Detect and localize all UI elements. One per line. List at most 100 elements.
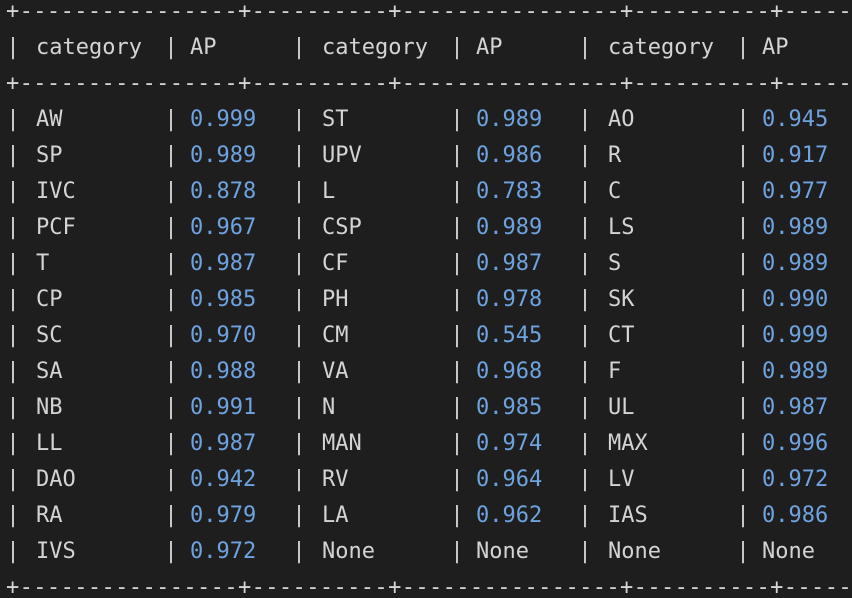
column-separator: |: [292, 251, 306, 276]
category-cell: AO: [608, 107, 635, 132]
column-separator: |: [450, 503, 464, 528]
column-separator: |: [292, 215, 306, 240]
table-border-top: +----------------+----------+-----------…: [6, 0, 852, 24]
table-header-row: | category | AP | category | AP | catego…: [6, 30, 852, 66]
column-separator: |: [578, 395, 592, 420]
ap-cell: 0.978: [476, 287, 543, 312]
ap-cell: 0.917: [762, 143, 829, 168]
ap-cell: 0.974: [476, 431, 543, 456]
ap-cell: 0.987: [190, 251, 257, 276]
column-separator: |: [164, 251, 178, 276]
column-separator: |: [292, 467, 306, 492]
ap-cell: 0.979: [190, 503, 257, 528]
column-separator: |: [6, 35, 20, 60]
category-cell: VA: [322, 359, 349, 384]
column-separator: |: [736, 107, 750, 132]
ap-cell: 0.986: [476, 143, 543, 168]
category-cell: F: [608, 359, 622, 384]
column-separator: |: [578, 359, 592, 384]
category-cell: CT: [608, 323, 635, 348]
table-row: |CP|0.985|PH|0.978|SK|0.990|: [6, 282, 852, 318]
column-separator: |: [164, 539, 178, 564]
column-separator: |: [736, 215, 750, 240]
column-separator: |: [164, 215, 178, 240]
category-cell: RA: [36, 503, 63, 528]
column-separator: |: [6, 323, 20, 348]
column-separator: |: [578, 431, 592, 456]
table-row: |DAO|0.942|RV|0.964|LV|0.972|: [6, 462, 852, 498]
column-separator: |: [736, 539, 750, 564]
table-row: |IVS|0.972|None|None|None|None|: [6, 534, 852, 570]
header-category-2: category: [322, 35, 428, 60]
table-row: |SC|0.970|CM|0.545|CT|0.999|: [6, 318, 852, 354]
category-cell: MAN: [322, 431, 362, 456]
column-separator: |: [450, 179, 464, 204]
ap-cell: 0.968: [476, 359, 543, 384]
table-row: |SA|0.988|VA|0.968|F|0.989|: [6, 354, 852, 390]
ap-cell: 0.972: [762, 467, 829, 492]
column-separator: |: [578, 503, 592, 528]
column-separator: |: [578, 251, 592, 276]
column-separator: |: [6, 395, 20, 420]
ap-cell: 0.987: [762, 395, 829, 420]
ap-cell: 0.967: [190, 215, 257, 240]
table-row: |RA|0.979|LA|0.962|IAS|0.986|: [6, 498, 852, 534]
ap-cell: 0.783: [476, 179, 543, 204]
category-cell: SP: [36, 143, 63, 168]
category-cell: CP: [36, 287, 63, 312]
column-separator: |: [578, 35, 592, 60]
column-separator: |: [450, 431, 464, 456]
column-separator: |: [6, 287, 20, 312]
category-cell: MAX: [608, 431, 648, 456]
ap-cell: 0.545: [476, 323, 543, 348]
column-separator: |: [736, 323, 750, 348]
ap-cell: 0.996: [762, 431, 829, 456]
column-separator: |: [6, 503, 20, 528]
column-separator: |: [578, 179, 592, 204]
column-separator: |: [578, 215, 592, 240]
category-cell: None: [322, 539, 375, 564]
category-cell: LV: [608, 467, 635, 492]
category-cell: L: [322, 179, 336, 204]
column-separator: |: [164, 179, 178, 204]
column-separator: |: [736, 395, 750, 420]
header-ap-2: AP: [476, 35, 503, 60]
column-separator: |: [736, 431, 750, 456]
ap-cell: 0.989: [762, 215, 829, 240]
column-separator: |: [292, 35, 306, 60]
column-separator: |: [164, 431, 178, 456]
column-separator: |: [736, 251, 750, 276]
column-separator: |: [450, 467, 464, 492]
header-ap-1: AP: [190, 35, 217, 60]
column-separator: |: [6, 431, 20, 456]
ap-cell: 0.878: [190, 179, 257, 204]
column-separator: |: [578, 287, 592, 312]
ap-cell: 0.985: [476, 395, 543, 420]
column-separator: |: [450, 215, 464, 240]
category-cell: LS: [608, 215, 635, 240]
column-separator: |: [292, 143, 306, 168]
category-cell: SA: [36, 359, 63, 384]
column-separator: |: [164, 467, 178, 492]
column-separator: |: [736, 359, 750, 384]
column-separator: |: [736, 179, 750, 204]
ap-cell: 0.970: [190, 323, 257, 348]
header-category-3: category: [608, 35, 714, 60]
ap-cell: 0.990: [762, 287, 829, 312]
ap-cell: 0.989: [762, 359, 829, 384]
category-cell: UL: [608, 395, 635, 420]
ap-cell: 0.987: [476, 251, 543, 276]
table-row: |SP|0.989|UPV|0.986|R|0.917|: [6, 138, 852, 174]
column-separator: |: [164, 323, 178, 348]
column-separator: |: [292, 503, 306, 528]
column-separator: |: [164, 143, 178, 168]
column-separator: |: [164, 107, 178, 132]
category-cell: CSP: [322, 215, 362, 240]
column-separator: |: [450, 287, 464, 312]
column-separator: |: [6, 359, 20, 384]
ap-cell: 0.988: [190, 359, 257, 384]
column-separator: |: [6, 467, 20, 492]
ap-cell: 0.942: [190, 467, 257, 492]
category-cell: CM: [322, 323, 349, 348]
column-separator: |: [736, 35, 750, 60]
